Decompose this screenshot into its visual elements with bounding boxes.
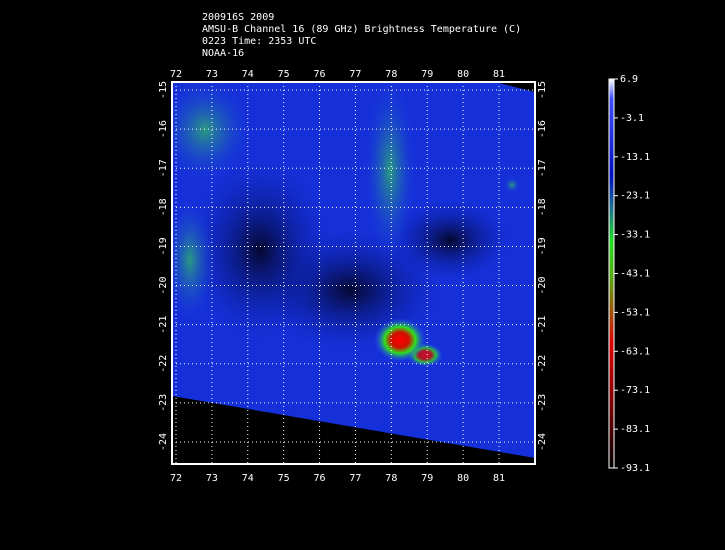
lon-label: 80 [457, 69, 469, 80]
lat-label: -22 [158, 355, 169, 373]
lon-label: 77 [349, 69, 361, 80]
header-line: 200916S 2009 [202, 12, 274, 23]
lat-label: -23 [537, 394, 548, 412]
lat-label: -15 [537, 81, 548, 99]
lon-label: 72 [170, 69, 182, 80]
lat-label: -20 [158, 277, 169, 295]
lon-label: 74 [242, 69, 254, 80]
lat-label: -16 [537, 120, 548, 138]
colorbar-label: -63.1 [620, 346, 650, 357]
lat-label: -18 [537, 198, 548, 216]
lat-label: -20 [537, 277, 548, 295]
lon-label: 73 [206, 69, 218, 80]
colorbar-label: -33.1 [620, 230, 650, 241]
lat-label: -17 [158, 159, 169, 177]
lat-label: -17 [537, 159, 548, 177]
lat-label: -21 [537, 316, 548, 334]
lat-label: -18 [158, 198, 169, 216]
lat-label: -23 [158, 394, 169, 412]
colorbar [608, 78, 615, 469]
lon-label: 74 [242, 473, 254, 484]
lon-label: 72 [170, 473, 182, 484]
lon-label: 81 [493, 69, 505, 80]
colorbar-label: -13.1 [620, 152, 650, 163]
lon-label: 76 [314, 473, 326, 484]
lon-label: 81 [493, 473, 505, 484]
satellite-image [172, 82, 535, 458]
colorbar-label: -53.1 [620, 307, 650, 318]
colorbar-label: -3.1 [620, 113, 644, 124]
lon-label: 75 [278, 69, 290, 80]
colorbar-label: -83.1 [620, 424, 650, 435]
lat-label: -21 [158, 316, 169, 334]
colorbar-label: 6.9 [620, 74, 638, 85]
lat-label: -22 [537, 355, 548, 373]
colorbar-label: -43.1 [620, 269, 650, 280]
map-frame [171, 81, 536, 465]
header-line: 0223 Time: 2353 UTC [202, 36, 316, 47]
lon-label: 73 [206, 473, 218, 484]
lon-label: 80 [457, 473, 469, 484]
header-line: AMSU-B Channel 16 (89 GHz) Brightness Te… [202, 24, 521, 35]
lon-label: 78 [385, 473, 397, 484]
lon-label: 79 [421, 69, 433, 80]
colorbar-label: -93.1 [620, 463, 650, 474]
colorbar-label: -23.1 [620, 191, 650, 202]
lat-label: -15 [158, 81, 169, 99]
lon-label: 78 [385, 69, 397, 80]
colorbar-label: -73.1 [620, 385, 650, 396]
lon-label: 75 [278, 473, 290, 484]
lon-label: 77 [349, 473, 361, 484]
header-line: NOAA-16 [202, 48, 244, 59]
lat-label: -19 [158, 237, 169, 255]
lat-label: -16 [158, 120, 169, 138]
lon-label: 79 [421, 473, 433, 484]
lat-label: -24 [158, 433, 169, 451]
lat-label: -24 [537, 433, 548, 451]
lat-label: -19 [537, 237, 548, 255]
lon-label: 76 [314, 69, 326, 80]
